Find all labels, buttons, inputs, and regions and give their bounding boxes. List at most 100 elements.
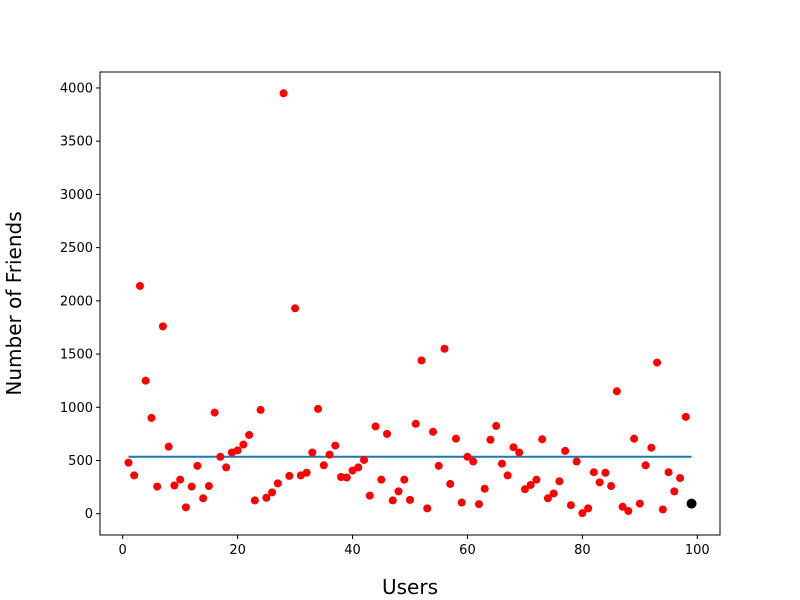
data-point — [618, 502, 627, 511]
y-axis-title: Number of Friends — [2, 211, 26, 395]
x-tick-label: 100 — [685, 543, 710, 558]
data-point — [245, 430, 254, 439]
data-point — [589, 468, 598, 477]
data-point — [170, 481, 179, 490]
data-point — [291, 304, 300, 313]
data-point — [176, 475, 185, 484]
data-point — [584, 504, 593, 513]
data-point — [268, 488, 277, 497]
data-point — [572, 457, 581, 466]
data-point — [319, 461, 328, 470]
data-point — [555, 477, 564, 486]
data-point — [497, 459, 506, 468]
data-point — [233, 446, 242, 455]
y-tick-label: 2000 — [60, 294, 93, 309]
data-point — [360, 455, 369, 464]
y-axis-ticks: 0 500 1000 1500 2000 2500 3000 3500 4000 — [60, 81, 100, 522]
x-tick-label: 0 — [119, 543, 127, 558]
data-point — [417, 356, 426, 365]
data-point — [612, 387, 621, 396]
data-point — [135, 281, 144, 290]
data-point — [337, 472, 346, 481]
data-point — [526, 480, 535, 489]
x-axis-title: Users — [382, 575, 438, 599]
data-point — [204, 482, 213, 491]
data-point — [515, 448, 524, 457]
data-point — [578, 509, 587, 518]
data-point — [141, 376, 150, 385]
data-point — [325, 450, 334, 459]
data-point — [331, 441, 340, 450]
y-tick-label: 1500 — [60, 348, 93, 363]
data-point — [549, 489, 558, 498]
data-point — [670, 487, 679, 496]
data-point — [250, 496, 259, 505]
data-point — [653, 358, 662, 367]
data-point — [451, 434, 460, 443]
x-tick-label: 20 — [229, 543, 246, 558]
data-point — [630, 434, 639, 443]
data-point — [463, 452, 472, 461]
data-point — [216, 452, 225, 461]
data-point — [400, 475, 409, 484]
data-point — [503, 471, 512, 480]
y-tick-label: 4000 — [60, 81, 93, 96]
data-point — [394, 487, 403, 496]
data-point — [681, 412, 690, 421]
data-point — [676, 474, 685, 483]
y-tick-label: 3500 — [60, 135, 93, 150]
data-point — [222, 463, 231, 472]
data-point — [158, 322, 167, 331]
data-point — [354, 463, 363, 472]
y-tick-label: 2500 — [60, 241, 93, 256]
data-point — [256, 405, 265, 414]
y-tick-label: 500 — [68, 454, 93, 469]
plot-frame — [99, 71, 721, 536]
data-point — [601, 468, 610, 477]
data-point — [457, 498, 466, 507]
data-point — [371, 422, 380, 431]
data-point — [377, 475, 386, 484]
data-point — [164, 442, 173, 451]
data-point — [210, 408, 219, 417]
data-point — [446, 479, 455, 488]
data-point — [543, 494, 552, 503]
data-point — [193, 461, 202, 470]
data-point — [532, 475, 541, 484]
data-point — [635, 499, 644, 508]
y-tick-label: 0 — [85, 507, 93, 522]
data-point — [434, 461, 443, 470]
x-tick-label: 80 — [574, 543, 591, 558]
data-point — [262, 493, 271, 502]
data-point — [520, 485, 529, 494]
y-tick-label: 1000 — [60, 401, 93, 416]
data-point — [342, 473, 351, 482]
data-point — [561, 446, 570, 455]
data-point — [411, 419, 420, 428]
data-point — [509, 443, 518, 452]
data-marks — [124, 89, 697, 518]
data-point — [130, 471, 139, 480]
data-point — [474, 500, 483, 509]
x-tick-label: 60 — [459, 543, 476, 558]
data-point — [199, 494, 208, 503]
data-point — [641, 461, 650, 470]
data-point — [607, 482, 616, 491]
data-point — [239, 440, 248, 449]
data-point — [486, 435, 495, 444]
data-point — [624, 507, 633, 516]
data-point — [285, 471, 294, 480]
data-point — [440, 344, 449, 353]
highlight-point — [686, 498, 697, 509]
data-point — [181, 503, 190, 512]
data-point — [566, 501, 575, 510]
data-point — [595, 478, 604, 487]
x-axis-ticks: 0 20 40 60 80 100 — [119, 535, 710, 558]
data-point — [365, 491, 374, 500]
data-point — [428, 427, 437, 436]
y-tick-label: 3000 — [60, 188, 93, 203]
data-point — [388, 496, 397, 505]
data-point — [658, 505, 667, 514]
data-point — [383, 429, 392, 438]
